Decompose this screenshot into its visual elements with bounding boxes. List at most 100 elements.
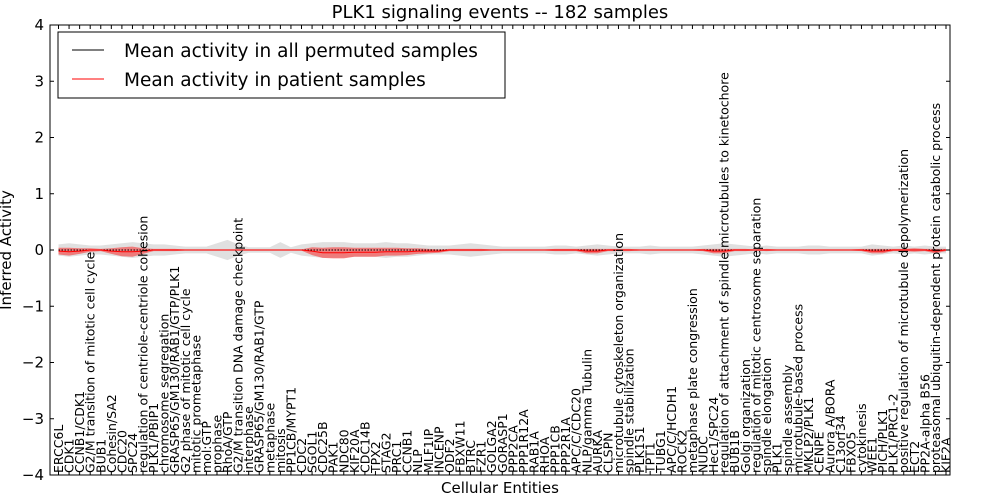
category-label: MKLP2/PLK1 [801,397,816,473]
category-label: regulation of centriole-centriole cohesi… [136,216,151,473]
category-label: GRASP65/GM130/RAB1/GTP [252,300,267,473]
category-label: metaphase plate congression [685,288,700,473]
category-label: PP2A-alpha B56 [917,374,932,473]
legend-box [57,31,506,99]
category-label: RHOA [537,436,552,473]
category-label: CDC14B [357,421,372,473]
category-label: positive regulation of microtubule depol… [896,149,911,473]
category-label: cytokinesis [854,403,869,473]
category-label: ODF2 [442,438,457,473]
category-label: NDC80 [336,429,351,473]
category-label: FZR1 [474,441,489,473]
category-label: Golgi organization [738,359,753,473]
category-label: CENPE [812,431,827,473]
category-label: PPP2R1A [558,417,573,473]
y-tick-label: −1 [22,297,44,315]
category-label: CCNB1 [400,430,415,473]
category-label: G2 phase of mitotic cell cycle [178,288,193,473]
category-label: FBXO5 [843,432,858,473]
category-label: CLSPN [600,432,615,473]
y-tick-label: −4 [22,466,44,484]
category-label: TPT1 [643,442,658,474]
category-label: PPP1R12A [516,409,531,473]
category-label: microtubule-based process [791,304,806,473]
category-label: FBXW11 [452,420,467,473]
category-label: metaphase [262,403,277,473]
category-label: ROCK2 [674,430,689,473]
category-label: GOLGA2 [484,420,499,473]
category-label: regulation of attachment of spindle micr… [717,72,732,473]
category-label: WEE1 [865,437,880,473]
category-label: regulation of mitotic centrosome separat… [748,198,763,473]
category-label: interphase [241,406,256,473]
category-label: PLK1S1 [632,426,647,473]
category-label: NLP [410,449,425,473]
y-tick-label: 3 [34,72,44,90]
category-label: ERCC6L [51,425,66,473]
chart-title: PLK1 signaling events -- 182 samples [332,2,669,23]
category-label: APC/C/HCDH1 [664,386,679,473]
plot-frame [49,24,951,476]
category-label: PLK1/PRC1-2 [886,393,901,473]
category-label: MLF1IP [421,428,436,473]
category-label: NUDC [695,436,710,473]
category-label: PICH/PLK1 [875,409,890,473]
category-label: BUB1 [93,439,108,473]
category-label: ECT2 [907,441,922,473]
category-label: proteasomal ubiquitin-dependent protein … [928,103,943,473]
category-label: KIF2A [939,437,954,473]
y-tick-label: −2 [22,354,44,372]
category-label: CDK1 [62,438,77,473]
x-axis-ticks [58,25,947,475]
category-label: CDC25B [315,421,330,473]
y-tick-label: 4 [34,16,44,34]
category-label: AURKA [590,430,605,473]
category-label: KIF20A [347,429,362,473]
category-label: GRASP65/GM130/RAB1/GTP/PLK1 [167,266,182,473]
category-label: CCNB1/CDK1 [72,391,87,473]
category-label: RhoA/GTP [220,411,235,473]
category-label: Cohesin/SA2 [104,394,119,473]
legend: Mean activity in all permuted samples Mea… [57,31,506,99]
line-mean-activity-in-patient-samples [58,249,947,254]
y-axis-ticks: 4 3 2 1 0 −1 −2 −3 −4 [22,16,950,484]
y-tick-label: −3 [22,410,44,428]
category-label: BUB1B [727,430,742,473]
category-label: spindle stabilization [622,348,637,473]
category-label: APC/C/CDC20 [569,388,584,473]
category-label: G2/M transition DNA damage checkpoint [231,218,246,473]
category-label: mitotic prometaphase [188,335,203,473]
y-tick-label: 1 [34,185,44,203]
category-label: NLP/gamma Tubulin [579,349,594,473]
category-label: PLK1/PBIP1 [146,403,161,473]
category-label: PRC1 [389,441,404,473]
category-label: spindle elongation [759,358,774,473]
category-label: PLK1 [769,442,784,473]
category-label: SPC24 [125,433,140,473]
category-label: chromosome segregation [157,314,172,473]
category-label: G2/M transition of mitotic cell cycle [83,251,98,473]
category-label: PAK1 [326,442,341,473]
category-label: PPP1CB [548,425,563,473]
legend-label: Mean activity in patient samples [124,70,426,91]
y-tick-label: 0 [34,241,44,259]
category-label: PP1CB/MYPT1 [283,387,298,473]
category-label: Hec1/SPC24 [706,397,721,473]
y-tick-label: 2 [34,129,44,147]
category-label: mitosis [273,428,288,473]
y-axis-title: Inferred Activity [0,190,15,310]
category-label: RAB1A [526,431,541,473]
category-label: spindle assembly [780,364,795,473]
category-label: BTRC [463,440,478,473]
category-label: CDC2 [294,438,309,473]
series-lines [58,249,947,254]
category-label: SGOL1 [305,431,320,473]
category-label: STAG2 [379,432,394,473]
category-label: prophase [209,415,224,473]
category-label: microtubule cytoskeleton organization [611,233,626,473]
category-label: INCENP [431,426,446,473]
category-label: Aurora A/BORA [822,379,837,473]
legend-label: Mean activity in all permuted samples [124,41,478,62]
